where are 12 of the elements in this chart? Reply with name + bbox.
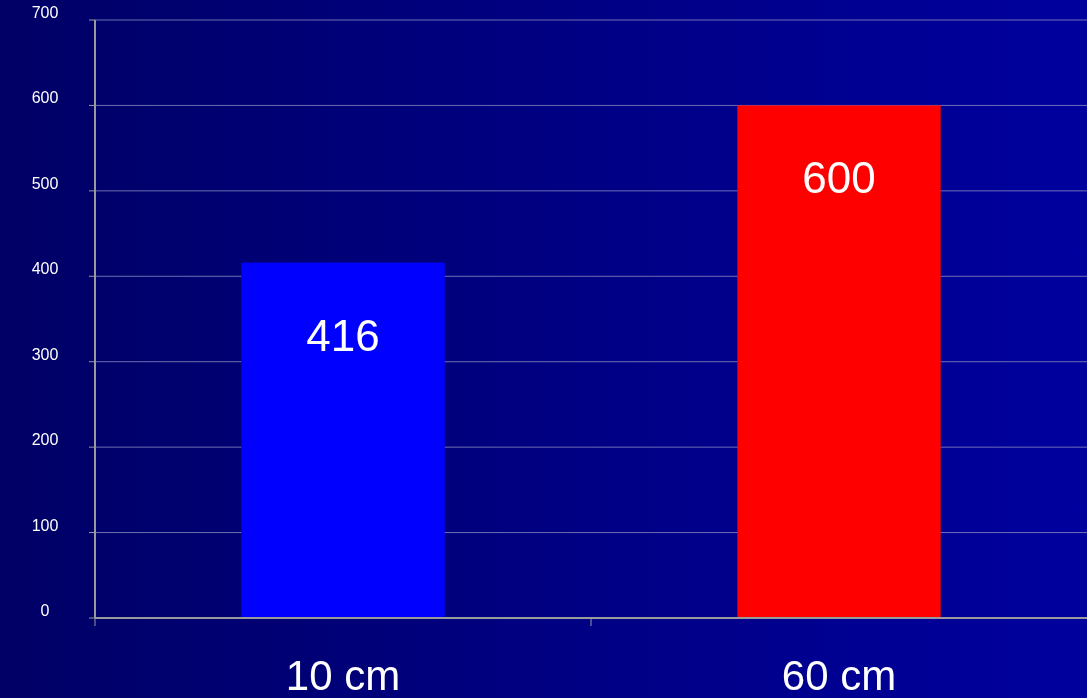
y-tick-label: 700 xyxy=(31,4,59,21)
x-tick-label: 10 cm xyxy=(285,652,401,698)
y-tick-label: 300 xyxy=(31,345,59,363)
y-tick-label: 200 xyxy=(31,431,59,449)
y-tick-label: 100 xyxy=(31,516,59,534)
x-tick-label: 60 cm xyxy=(781,652,897,698)
y-tick-label: 0 xyxy=(40,602,50,619)
y-tick-label: 400 xyxy=(31,260,59,278)
y-tick-label: 500 xyxy=(31,174,59,192)
data-label: 600 xyxy=(802,153,876,203)
data-label: 416 xyxy=(306,310,380,360)
y-tick-label: 600 xyxy=(31,89,59,107)
